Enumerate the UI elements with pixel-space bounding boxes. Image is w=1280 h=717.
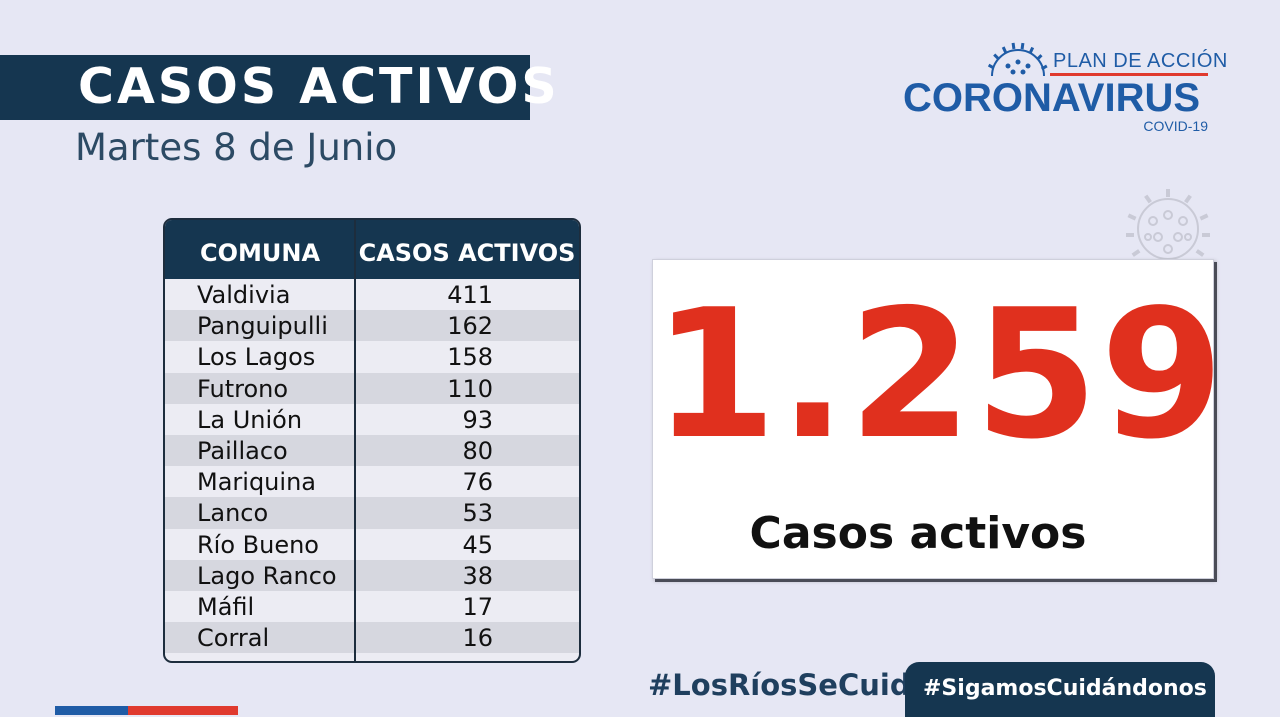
table-header: COMUNA CASOS ACTIVOS: [165, 220, 579, 279]
table-row: Futrono 110: [165, 372, 579, 404]
logo-main-text: CORONAVIRUS: [903, 76, 1201, 120]
comuna-name: Valdivia: [197, 281, 291, 309]
comuna-name: Futrono: [197, 374, 289, 403]
flag-stripe-red: [128, 706, 238, 715]
comuna-name: Panguipulli: [197, 312, 328, 341]
table-row: La Unión 93: [165, 404, 579, 435]
table-body: Valdivia 411 Panguipulli 162 Los Lagos 158 …: [165, 279, 579, 654]
table-row: Los Lagos 158: [165, 341, 579, 372]
casos-value: 158: [447, 343, 493, 372]
title-band: [0, 55, 530, 120]
column-header-comuna: COMUNA: [199, 239, 321, 267]
casos-value: 16: [462, 624, 493, 653]
comuna-name: Máfil: [197, 592, 255, 621]
casos-value: 110: [447, 374, 493, 403]
table-row: Corral 16: [165, 622, 579, 654]
comuna-name: Lanco: [197, 499, 269, 528]
flag-stripe-blue: [55, 706, 128, 715]
casos-value: 76: [462, 468, 493, 497]
casos-value: 162: [447, 312, 493, 341]
comuna-name: Corral: [197, 624, 270, 653]
hashtag-sigamos: #SigamosCuidándonos: [923, 676, 1207, 701]
column-divider: [354, 220, 356, 661]
comuna-name: Los Lagos: [197, 343, 316, 372]
comuna-name: Paillaco: [197, 436, 288, 465]
comuna-name: La Unión: [197, 405, 303, 434]
coronavirus-decoration-icon: [1126, 189, 1210, 260]
casos-value: 93: [462, 405, 493, 434]
table-row: Máfil 17: [165, 591, 579, 622]
table-row: Panguipulli 162: [165, 310, 579, 342]
total-cases-label: Casos activos: [749, 508, 1087, 559]
page-title: CASOS ACTIVOS: [78, 58, 560, 115]
logo-divider: [1050, 73, 1208, 76]
comuna-name: Río Bueno: [197, 530, 319, 559]
table-row: Mariquina 76: [165, 466, 579, 497]
total-cases-card: 1.259 Casos activos: [652, 259, 1227, 579]
table-row: Paillaco 80: [165, 434, 579, 467]
casos-value: 53: [462, 499, 493, 528]
casos-value: 411: [447, 281, 493, 309]
comuna-name: Mariquina: [197, 468, 316, 497]
date-subtitle: Martes 8 de Junio: [75, 126, 398, 169]
coronavirus-icon: [987, 42, 1048, 77]
cases-table: COMUNA CASOS ACTIVOS Valdivia 411 Panguip…: [163, 218, 581, 663]
total-cases-number: 1.259: [653, 271, 1227, 478]
hashtag-box: #SigamosCuidándonos: [905, 662, 1215, 717]
logo-covid-text: COVID-19: [1143, 118, 1208, 134]
logo-plan-text: PLAN DE ACCIÓN: [1053, 50, 1228, 72]
casos-value: 17: [462, 592, 493, 621]
casos-value: 45: [462, 530, 493, 559]
comuna-name: Lago Ranco: [197, 561, 337, 590]
casos-value: 80: [462, 436, 493, 465]
hashtag-los-rios: #LosRíosSeCuida: [648, 668, 931, 702]
coronavirus-logo: PLAN DE ACCIÓN CORONAVIRUS COVID-19: [900, 38, 1227, 138]
table-row: Lanco 53: [165, 497, 579, 529]
table-row: Lago Ranco 38: [165, 559, 579, 591]
column-header-casos: CASOS ACTIVOS: [358, 239, 576, 267]
table-row: Río Bueno 45: [165, 529, 579, 560]
casos-value: 38: [462, 561, 493, 590]
table-row: Valdivia 411: [165, 279, 579, 310]
